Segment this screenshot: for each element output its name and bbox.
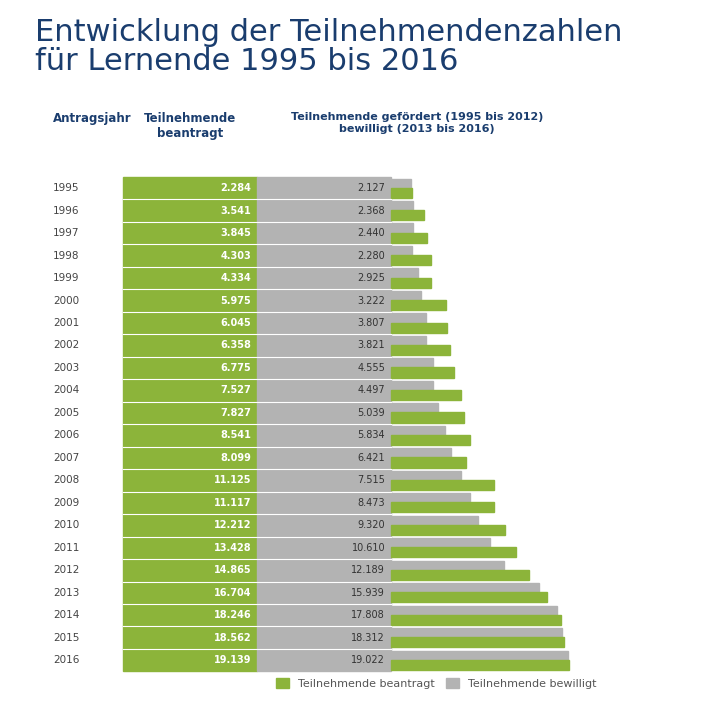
- Text: 19.139: 19.139: [214, 656, 251, 665]
- Bar: [391, 516, 477, 526]
- Text: 4.303: 4.303: [220, 251, 251, 261]
- Text: 12.189: 12.189: [351, 565, 385, 575]
- Text: 11.117: 11.117: [214, 498, 251, 508]
- Bar: [391, 358, 433, 368]
- Bar: [391, 313, 426, 323]
- Text: 2006: 2006: [53, 430, 79, 440]
- Text: 1995: 1995: [53, 183, 80, 193]
- Text: 2007: 2007: [53, 453, 79, 463]
- Bar: [391, 345, 450, 355]
- Text: 16.704: 16.704: [214, 588, 251, 598]
- Bar: [391, 435, 470, 445]
- Bar: [391, 246, 412, 256]
- Text: 2016: 2016: [53, 656, 79, 665]
- Bar: [391, 291, 421, 301]
- Bar: [391, 232, 427, 243]
- Text: 2013: 2013: [53, 588, 79, 598]
- Bar: [391, 426, 445, 436]
- Text: 2008: 2008: [53, 475, 79, 485]
- Text: 6.358: 6.358: [220, 341, 251, 350]
- Bar: [391, 255, 431, 265]
- Text: 6.421: 6.421: [358, 453, 385, 463]
- Text: 2.127: 2.127: [357, 183, 385, 193]
- Bar: [391, 583, 539, 593]
- Bar: [391, 269, 418, 279]
- Text: 2005: 2005: [53, 408, 79, 418]
- Bar: [391, 336, 427, 346]
- Text: 14.865: 14.865: [214, 565, 251, 575]
- Text: 2.925: 2.925: [357, 273, 385, 283]
- Bar: [391, 277, 431, 287]
- Legend: Teilnehmende beantragt, Teilnehmende bewilligt: Teilnehmende beantragt, Teilnehmende bew…: [272, 674, 601, 693]
- Bar: [391, 538, 490, 548]
- Text: 2.440: 2.440: [358, 228, 385, 238]
- Text: 6.045: 6.045: [220, 318, 251, 328]
- Text: 2000: 2000: [53, 295, 79, 305]
- Text: 2015: 2015: [53, 632, 79, 643]
- Text: 1999: 1999: [53, 273, 80, 283]
- Bar: [391, 300, 446, 310]
- Text: 3.821: 3.821: [358, 341, 385, 350]
- Bar: [391, 606, 557, 616]
- Text: 4.497: 4.497: [358, 386, 385, 396]
- Text: 2002: 2002: [53, 341, 79, 350]
- Bar: [391, 380, 433, 391]
- Bar: [391, 614, 561, 625]
- Bar: [391, 547, 516, 557]
- Text: 3.541: 3.541: [220, 206, 251, 216]
- Text: 1997: 1997: [53, 228, 80, 238]
- Text: 8.099: 8.099: [220, 453, 251, 463]
- Bar: [391, 628, 562, 638]
- Text: 2.368: 2.368: [358, 206, 385, 216]
- Bar: [391, 458, 466, 468]
- Text: 4.555: 4.555: [357, 363, 385, 373]
- Text: 6.775: 6.775: [220, 363, 251, 373]
- Bar: [391, 390, 461, 400]
- Bar: [391, 412, 464, 422]
- Bar: [391, 201, 413, 211]
- Bar: [123, 177, 257, 671]
- Text: 8.473: 8.473: [358, 498, 385, 508]
- Bar: [391, 448, 451, 458]
- Bar: [391, 404, 438, 414]
- Text: 2.280: 2.280: [358, 251, 385, 261]
- Text: 15.939: 15.939: [351, 588, 385, 598]
- Text: 11.125: 11.125: [214, 475, 251, 485]
- Bar: [391, 561, 505, 571]
- Text: 19.022: 19.022: [351, 656, 385, 665]
- Text: 17.808: 17.808: [351, 610, 385, 620]
- Text: 18.312: 18.312: [351, 632, 385, 643]
- Bar: [391, 651, 568, 661]
- Text: 5.039: 5.039: [358, 408, 385, 418]
- Text: Teilnehmende gefördert (1995 bis 2012)
bewilligt (2013 bis 2016): Teilnehmende gefördert (1995 bis 2012) b…: [291, 112, 543, 134]
- Text: Entwicklung der Teilnehmendenzahlen: Entwicklung der Teilnehmendenzahlen: [35, 18, 623, 47]
- Text: 4.334: 4.334: [220, 273, 251, 283]
- Bar: [391, 323, 447, 333]
- Bar: [391, 178, 410, 188]
- Text: 7.827: 7.827: [220, 408, 251, 418]
- Bar: [391, 570, 529, 580]
- Text: 1998: 1998: [53, 251, 80, 261]
- Bar: [391, 503, 494, 513]
- Bar: [391, 525, 505, 535]
- Bar: [391, 471, 461, 481]
- Text: für Lernende 1995 bis 2016: für Lernende 1995 bis 2016: [35, 47, 458, 76]
- Text: 5.834: 5.834: [358, 430, 385, 440]
- Text: 2010: 2010: [53, 521, 79, 531]
- Text: Antragsjahr: Antragsjahr: [53, 112, 132, 125]
- Text: 18.246: 18.246: [214, 610, 251, 620]
- Bar: [391, 592, 546, 602]
- Text: 7.515: 7.515: [357, 475, 385, 485]
- Bar: [391, 638, 564, 648]
- Text: 9.320: 9.320: [358, 521, 385, 531]
- Text: 3.845: 3.845: [220, 228, 251, 238]
- Text: 10.610: 10.610: [351, 543, 385, 553]
- Text: 12.212: 12.212: [214, 521, 251, 531]
- Text: 5.975: 5.975: [220, 295, 251, 305]
- Bar: [391, 480, 494, 490]
- Text: Teilnehmende
beantragt: Teilnehmende beantragt: [144, 112, 237, 140]
- Text: 13.428: 13.428: [214, 543, 251, 553]
- Text: 2001: 2001: [53, 318, 79, 328]
- Bar: [391, 188, 412, 198]
- Text: 2.284: 2.284: [220, 183, 251, 193]
